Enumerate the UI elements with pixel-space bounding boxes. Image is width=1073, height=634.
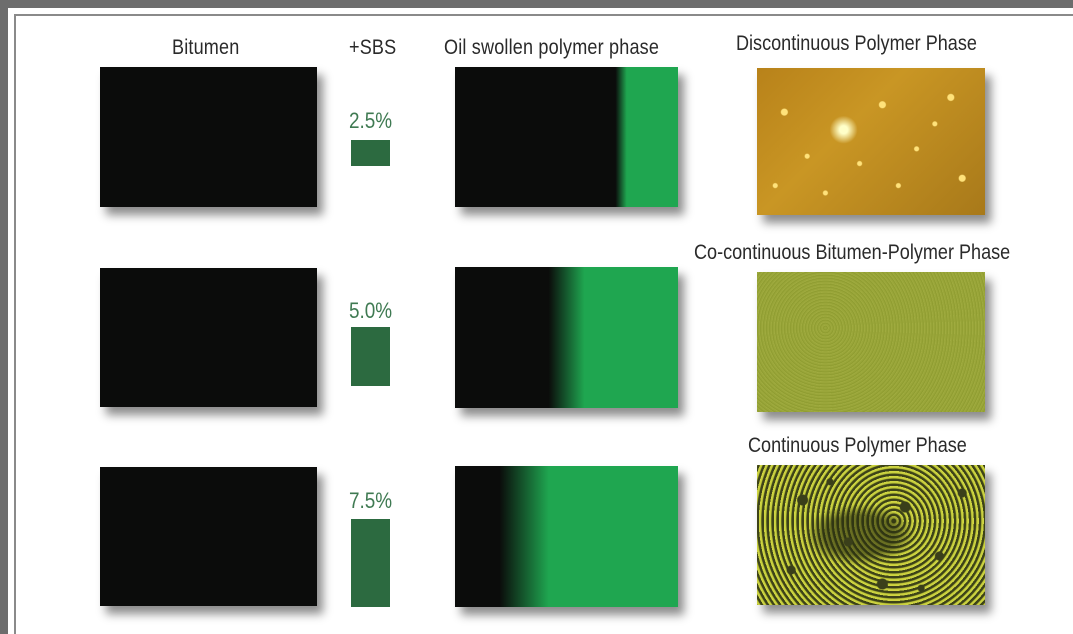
frame-inner-left-border <box>14 14 16 634</box>
sbs-percent-row1: 2.5% <box>349 108 393 133</box>
frame-top-border <box>0 0 1073 8</box>
frame-inner-top-border <box>14 14 1073 16</box>
phase-label-row3: Continuous Polymer Phase <box>748 434 967 457</box>
sbs-bar-row2 <box>351 327 390 386</box>
sbs-bar-row3 <box>351 519 390 607</box>
bitumen-panel-row3 <box>100 467 317 606</box>
bitumen-panel-row2 <box>100 268 317 407</box>
sbs-percent-row3: 7.5% <box>349 488 393 513</box>
micrograph-cocontinuous <box>757 272 985 412</box>
header-sbs: +SBS <box>349 36 397 59</box>
frame-left-border <box>0 0 8 634</box>
mixture-panel-row3 <box>455 466 678 607</box>
header-oil-swollen: Oil swollen polymer phase <box>444 36 660 59</box>
sbs-bar-row1 <box>351 140 390 166</box>
bitumen-panel-row1 <box>100 67 317 207</box>
header-bitumen: Bitumen <box>172 36 240 59</box>
phase-label-row2: Co-continuous Bitumen-Polymer Phase <box>694 241 1011 264</box>
mixture-panel-row1 <box>455 67 678 207</box>
phase-label-row1: Discontinuous Polymer Phase <box>736 32 977 55</box>
micrograph-discontinuous <box>757 68 985 215</box>
sbs-percent-row2: 5.0% <box>349 298 393 323</box>
micrograph-continuous <box>757 465 985 605</box>
mixture-panel-row2 <box>455 267 678 408</box>
